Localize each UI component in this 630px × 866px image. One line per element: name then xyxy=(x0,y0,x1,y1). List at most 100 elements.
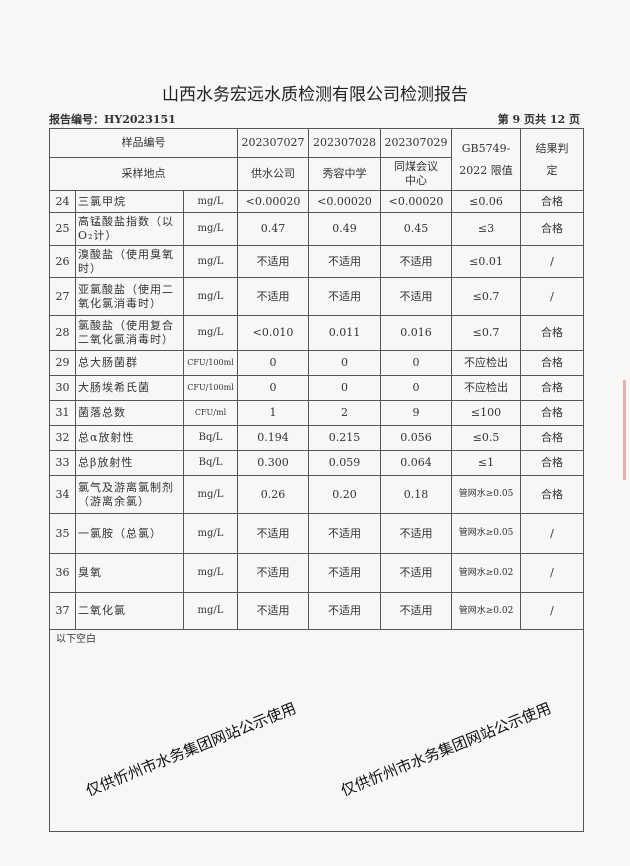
result: 合格 xyxy=(520,190,585,213)
report-title: 山西水务宏远水质检测有限公司检测报告 xyxy=(162,85,468,105)
result: / xyxy=(520,277,585,316)
item-number: 37 xyxy=(49,592,76,630)
result: / xyxy=(520,553,585,593)
result: 合格 xyxy=(520,450,585,476)
sample-no: 202307027 xyxy=(237,128,310,158)
value-2: 不适用 xyxy=(308,592,382,630)
header-row-sample: 样品编号 202307027 202307028 202307029 GB574… xyxy=(48,128,585,191)
limit: ≤0.7 xyxy=(451,277,522,316)
limit: ≤0.06 xyxy=(451,190,522,213)
unit: mg/L xyxy=(182,553,239,593)
value-2: 不适用 xyxy=(308,553,382,593)
unit: CFU/100ml xyxy=(182,350,239,376)
table-row: 27 亚氯酸盐（使用二氧化氯消毒时） mg/L 不适用 不适用 不适用 ≤0.7/ xyxy=(49,277,585,316)
sample-no: 202307029 xyxy=(380,128,453,158)
value-2: <0.00020 xyxy=(308,190,382,213)
item-number: 36 xyxy=(49,553,76,593)
result: / xyxy=(520,592,585,630)
table-row: 33 总β放射性 Bq/L 0.300 0.059 0.064 ≤1 合格 xyxy=(49,450,585,476)
location: 同煤会议中心 xyxy=(380,157,453,191)
value-3: 不适用 xyxy=(380,553,453,593)
item-number: 25 xyxy=(49,212,76,246)
limit: 管网水≥0.02 xyxy=(451,592,522,630)
result: 合格 xyxy=(520,350,585,376)
table-row: 26 溴酸盐（使用臭氧时） mg/L 不适用 不适用 不适用 ≤0.01/ xyxy=(49,245,585,278)
item-name: 臭氧 xyxy=(75,553,184,593)
location-label: 采样地点 xyxy=(48,157,239,191)
unit: CFU/100ml xyxy=(182,375,239,401)
limit: ≤100 xyxy=(451,400,522,426)
value-3: 不适用 xyxy=(380,592,453,630)
limit: 管网水≥0.05 xyxy=(451,513,522,554)
table-row: 37 二氧化氯 mg/L 不适用 不适用 不适用 管网水≥0.02/ xyxy=(49,592,585,630)
value-2: 0 xyxy=(308,350,382,376)
blank-note: 以下空白 xyxy=(48,629,585,832)
result: 合格 xyxy=(520,475,585,514)
item-name: 亚氯酸盐（使用二氧化氯消毒时） xyxy=(75,277,184,316)
value-3: 不适用 xyxy=(380,245,453,278)
value-1: 0 xyxy=(237,350,310,376)
table-row: 30 大肠埃希氏菌 CFU/100ml 0 0 0 不应检出 合格 xyxy=(49,375,585,401)
item-name: 三氯甲烷 xyxy=(75,190,184,213)
limit: ≤0.01 xyxy=(451,245,522,278)
value-2: 0.059 xyxy=(308,450,382,476)
item-number: 34 xyxy=(49,475,76,514)
result: 合格 xyxy=(520,375,585,401)
unit: mg/L xyxy=(182,592,239,630)
value-1: 不适用 xyxy=(237,245,310,278)
value-3: 0 xyxy=(380,350,453,376)
sample-no-label: 样品编号 xyxy=(48,128,239,158)
value-2: 0.215 xyxy=(308,425,382,451)
item-number: 26 xyxy=(49,245,76,278)
value-1: 0.26 xyxy=(237,475,310,514)
value-3: 9 xyxy=(380,400,453,426)
item-name: 氯酸盐（使用复合二氧化氯消毒时） xyxy=(75,315,184,351)
item-number: 27 xyxy=(49,277,76,316)
unit: mg/L xyxy=(182,190,239,213)
unit: mg/L xyxy=(182,513,239,554)
value-1: 不适用 xyxy=(237,277,310,316)
limit: 不应检出 xyxy=(451,350,522,376)
limit-header: GB5749-2022 限值 xyxy=(451,128,522,191)
item-number: 29 xyxy=(49,350,76,376)
result: 合格 xyxy=(520,400,585,426)
value-2: 2 xyxy=(308,400,382,426)
limit: ≤0.5 xyxy=(451,425,522,451)
value-1: 1 xyxy=(237,400,310,426)
value-3: 0.064 xyxy=(380,450,453,476)
unit: Bq/L xyxy=(182,450,239,476)
limit: 管网水≥0.05 xyxy=(451,475,522,514)
table-row: 25 高锰酸盐指数（以O₂计） mg/L 0.47 0.49 0.45 ≤3 合格 xyxy=(49,212,585,246)
item-name: 氯气及游离氯制剂（游离余氯） xyxy=(75,475,184,514)
unit: Bq/L xyxy=(182,425,239,451)
item-name: 总β放射性 xyxy=(75,450,184,476)
results-table: 样品编号 202307027 202307028 202307029 GB574… xyxy=(48,128,585,832)
value-3: <0.00020 xyxy=(380,190,453,213)
value-3: 0.45 xyxy=(380,212,453,246)
value-3: 0.18 xyxy=(380,475,453,514)
value-3: 不适用 xyxy=(380,277,453,316)
unit: CFU/ml xyxy=(182,400,239,426)
item-number: 28 xyxy=(49,315,76,351)
value-3: 0 xyxy=(380,375,453,401)
value-3: 0.056 xyxy=(380,425,453,451)
value-1: <0.00020 xyxy=(237,190,310,213)
table-row: 35 一氯胺（总氯） mg/L 不适用 不适用 不适用 管网水≥0.05/ xyxy=(49,513,585,554)
location: 秀容中学 xyxy=(308,157,382,191)
result: 合格 xyxy=(520,425,585,451)
item-number: 24 xyxy=(49,190,76,213)
item-name: 大肠埃希氏菌 xyxy=(75,375,184,401)
value-1: 0.194 xyxy=(237,425,310,451)
result: 合格 xyxy=(520,315,585,351)
unit: mg/L xyxy=(182,315,239,351)
sample-no: 202307028 xyxy=(308,128,382,158)
unit: mg/L xyxy=(182,245,239,278)
value-3: 不适用 xyxy=(380,513,453,554)
scan-edge-mark xyxy=(623,380,626,480)
value-2: 不适用 xyxy=(308,245,382,278)
item-name: 菌落总数 xyxy=(75,400,184,426)
item-number: 31 xyxy=(49,400,76,426)
table-row: 29 总大肠菌群 CFU/100ml 0 0 0 不应检出 合格 xyxy=(49,350,585,376)
table-row: 34 氯气及游离氯制剂（游离余氯） mg/L 0.26 0.20 0.18 管网水≥0.05… xyxy=(49,475,585,514)
unit: mg/L xyxy=(182,475,239,514)
